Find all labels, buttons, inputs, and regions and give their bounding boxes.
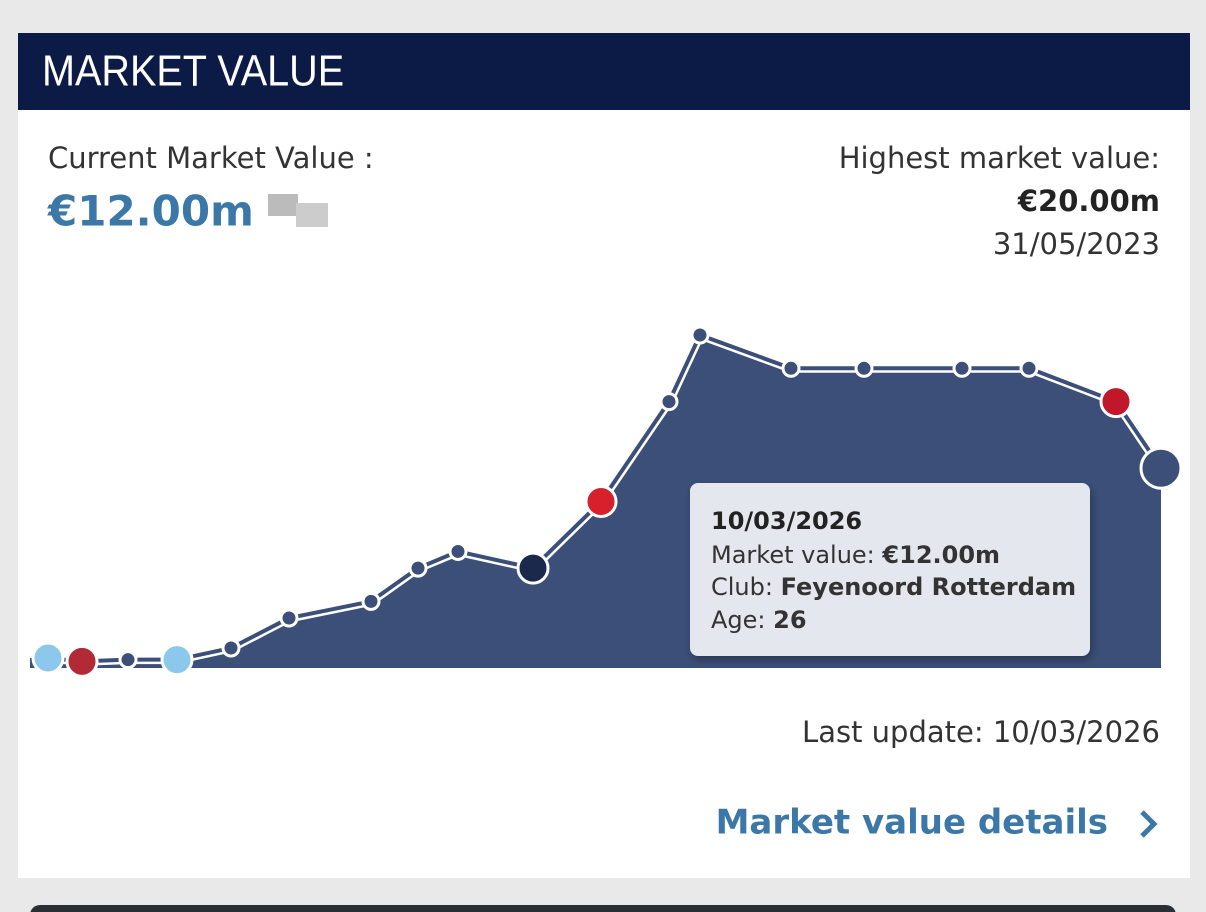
point	[448, 541, 468, 561]
tooltip-line: Market value: €12.00m	[711, 541, 1000, 569]
point	[160, 643, 194, 677]
highest-value: €20.00m	[1017, 184, 1160, 218]
next-card	[30, 905, 1176, 912]
highest-date: 31/05/2023	[993, 227, 1160, 261]
tooltip-value: Feyenoord Rotterdam	[781, 573, 1076, 601]
point	[118, 650, 138, 670]
point	[781, 358, 801, 378]
tooltip-label: Age:	[711, 606, 766, 634]
point	[584, 485, 618, 518]
point	[279, 608, 299, 628]
header-bar	[18, 33, 1190, 110]
tooltip-date: 10/03/2026	[711, 507, 862, 535]
last-update: Last update: 10/03/2026	[802, 715, 1160, 749]
tooltip-label: Market value:	[711, 541, 875, 569]
point	[408, 558, 428, 578]
point	[690, 325, 710, 345]
point	[65, 644, 99, 678]
point	[854, 358, 874, 378]
point	[952, 358, 972, 378]
tooltip-box	[690, 483, 1090, 656]
current-label: Current Market Value :	[48, 141, 374, 175]
header-title: MARKET VALUE	[42, 46, 344, 95]
highest-label: Highest market value:	[839, 141, 1160, 175]
point	[1019, 358, 1039, 378]
point	[659, 392, 679, 412]
chevron-icon[interactable]	[1140, 810, 1158, 838]
point	[1099, 385, 1133, 419]
tooltip-label: Club:	[711, 573, 773, 601]
point	[1139, 446, 1183, 490]
tooltip-value: 26	[773, 606, 806, 634]
comment-icon	[268, 194, 328, 227]
point	[361, 591, 381, 611]
tooltip: 10/03/2026 Market value: €12.00m Club: F…	[690, 483, 1090, 656]
point	[516, 551, 550, 585]
details-link[interactable]: Market value details	[716, 803, 1108, 843]
point	[31, 641, 65, 675]
tooltip-line: Age: 26	[711, 606, 807, 634]
point	[221, 638, 241, 658]
tooltip-line: Club: Feyenoord Rotterdam	[711, 573, 1076, 601]
tooltip-value: €12.00m	[881, 541, 1000, 569]
current-value: €12.00m	[47, 187, 254, 236]
